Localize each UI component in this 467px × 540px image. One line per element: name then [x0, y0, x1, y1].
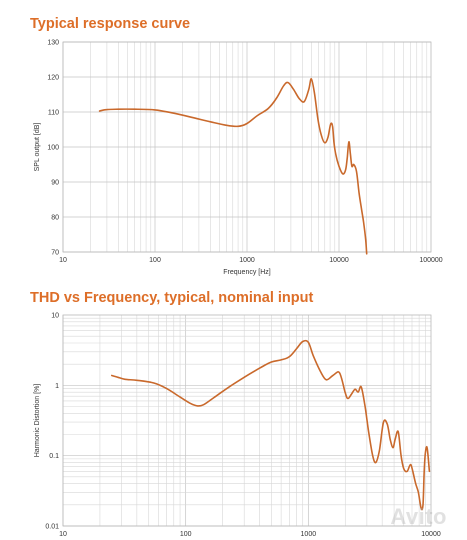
y-tick-label: 70 — [51, 250, 59, 257]
y-axis-label: Harmonic Distortion [%] — [34, 384, 41, 458]
chart1-title: Typical response curve — [30, 16, 191, 32]
x-axis-label: Frequency [Hz] — [223, 269, 271, 276]
y-tick-label: 10 — [51, 313, 59, 320]
plot-frame — [62, 41, 432, 253]
x-tick-label: 100 — [149, 257, 161, 264]
x-tick-label: 100 — [180, 531, 192, 538]
y-tick-label: 90 — [51, 180, 59, 187]
x-tick-label: 10000 — [329, 257, 349, 264]
chart2-title: THD vs Frequency, typical, nominal input — [30, 290, 314, 306]
series-line — [98, 77, 368, 255]
x-tick-label: 10 — [59, 257, 67, 264]
y-tick-label: 120 — [47, 75, 59, 82]
plot-frame — [62, 314, 432, 527]
y-tick-label: 0.1 — [49, 453, 59, 460]
y-tick-label: 100 — [47, 145, 59, 152]
x-tick-label: 10 — [59, 531, 67, 538]
frequency-response-chart: 10 100 1000 10000 100000 70 80 90 100 110 120 130 Fr… — [34, 40, 443, 277]
watermark-logo: Avito — [390, 504, 447, 529]
y-tick-label: 1 — [55, 383, 59, 390]
y-tick-label: 110 — [48, 110, 59, 117]
y-axis-label: SPL output [dB] — [34, 123, 41, 172]
series-line — [111, 339, 431, 511]
x-tick-label: 100000 — [419, 257, 442, 264]
x-tick-label: 10000 — [421, 531, 441, 538]
x-tick-label: 1000 — [301, 531, 317, 538]
x-tick-label: 1000 — [239, 257, 255, 264]
y-tick-label: 80 — [51, 215, 59, 222]
y-tick-label: 130 — [47, 40, 59, 47]
y-tick-label: 0.01 — [45, 524, 59, 531]
